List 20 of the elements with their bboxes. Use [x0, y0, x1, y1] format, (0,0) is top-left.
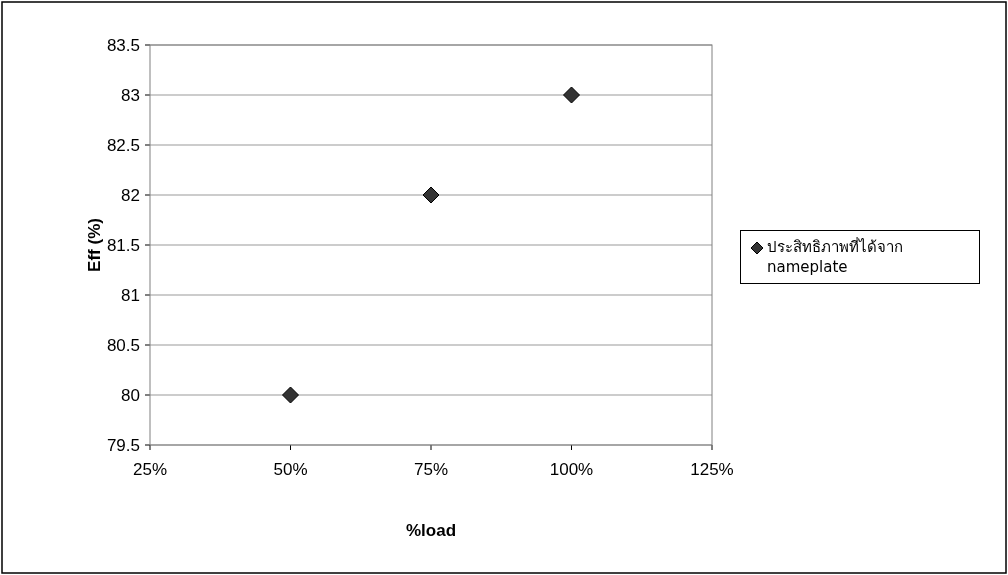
legend-label: ประสิทธิภาพที่ได้จาก nameplate — [767, 238, 903, 276]
y-tick-label: 82 — [121, 186, 140, 205]
x-axis-title: %load — [405, 521, 457, 540]
point — [282, 386, 299, 404]
y-axis-title: Eff (%) — [85, 218, 104, 272]
x-tick-label: 100% — [549, 460, 594, 479]
x-tick-label: 25% — [132, 460, 168, 479]
y-tick-label: 83 — [121, 86, 140, 105]
point — [563, 86, 580, 104]
y-tick-label: 80 — [121, 386, 140, 405]
y-tick-label: 82.5 — [106, 136, 140, 155]
y-tick-label: 80.5 — [106, 336, 140, 355]
x-tick-label: 125% — [690, 460, 734, 479]
x-tick-label: 50% — [273, 460, 308, 479]
x-tick-label: 75% — [413, 460, 449, 479]
y-tick-label: 81 — [121, 286, 140, 305]
point — [422, 186, 440, 204]
y-tick-label: 81.5 — [106, 236, 140, 255]
y-tick-label: 83.5 — [106, 36, 140, 55]
y-tick-label: 79.5 — [106, 436, 140, 455]
